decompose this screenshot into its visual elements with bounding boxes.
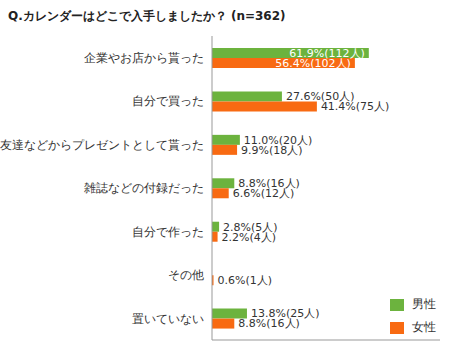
svg-text:自分で作った: 自分で作った: [132, 225, 204, 239]
svg-text:56.4%(102人): 56.4%(102人): [275, 57, 351, 70]
svg-text:13.8%(25人): 13.8%(25人): [251, 307, 320, 321]
html-text:Q.カレンダーはどこで入手しましたか？ (n=362): Q.カレンダーはどこで入手しましたか？ (n=362): [8, 9, 286, 23]
svg-text:11.0%(20人): 11.0%(20人): [243, 133, 313, 147]
svg-text:企業やお店から貰った: 企業やお店から貰った: [84, 51, 204, 65]
svg-text:8.8%(16人): 8.8%(16人): [238, 317, 300, 330]
svg-text:6.6%(12人): 6.6%(12人): [233, 187, 295, 200]
svg-text:2.2%(4人): 2.2%(4人): [222, 231, 277, 244]
html-text:男性: 男性: [412, 297, 436, 311]
svg-text:9.9%(18人): 9.9%(18人): [241, 144, 303, 157]
svg-text:0.6%(1人): 0.6%(1人): [218, 274, 273, 287]
svg-text:自分で買った: 自分で買った: [132, 94, 204, 108]
svg-text:友達などからプレゼントとして貰った: 友達などからプレゼントとして貰った: [8, 138, 204, 152]
svg-text:61.9%(112人): 61.9%(112人): [289, 46, 365, 60]
svg-text:8.8%(16人): 8.8%(16人): [238, 177, 300, 191]
svg-text:置いていない: 置いていない: [132, 312, 204, 326]
svg-text:2.8%(5人): 2.8%(5人): [223, 220, 278, 234]
svg-text:雑誌などの付録だった: 雑誌などの付録だった: [84, 181, 204, 195]
svg-text:41.4%(75人): 41.4%(75人): [321, 100, 390, 113]
html-text:女性: 女性: [412, 320, 436, 334]
svg-text:その他: その他: [168, 268, 204, 282]
svg-text:27.6%(50人): 27.6%(50人): [285, 90, 355, 104]
